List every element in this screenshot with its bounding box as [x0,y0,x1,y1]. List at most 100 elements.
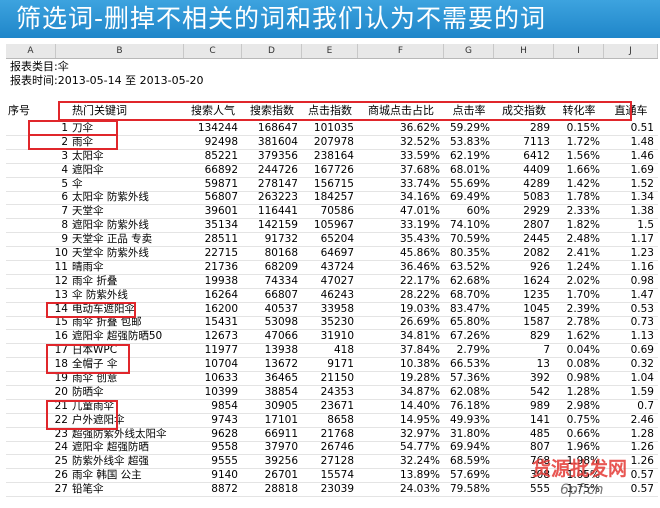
table-row[interactable]: 2 雨伞 92498 381604 207978 32.52% 53.83% 7113 1.72… [6,136,658,150]
table-cell[interactable]: 2.78% [566,316,600,329]
table-cell[interactable]: 36.62% [399,122,440,134]
table-cell[interactable]: 18 [54,358,68,371]
table-cell[interactable]: 64697 [320,247,354,260]
table-row[interactable]: 1 刀伞 134244 168647 101035 36.62% 59.29% 289 0.15… [6,122,658,136]
table-cell[interactable]: 1.59 [630,385,654,398]
table-cell[interactable]: 9558 [211,441,238,454]
table-cell[interactable]: 66911 [264,427,298,440]
table-cell[interactable]: 1 [61,122,68,134]
table-row[interactable]: 5 伞 59871 278147 156715 33.74% 55.69% 4289 1.42%… [6,178,658,192]
table-row[interactable]: 19 雨伞 创意 10633 36465 21150 19.28% 57.36% 392 0.9… [6,372,658,387]
column-letter-j[interactable]: J [604,44,658,58]
table-cell[interactable]: 39601 [204,205,238,218]
table-cell[interactable]: 36465 [264,372,298,385]
table-cell[interactable]: 2.02% [566,274,600,287]
table-cell[interactable]: 28511 [204,233,238,246]
table-cell[interactable]: 2929 [523,205,550,218]
table-cell[interactable]: 24.03% [399,483,440,496]
table-row[interactable]: 4 遮阳伞 66892 244726 167726 37.68% 68.01% 4409 1.6… [6,164,658,178]
column-letter-i[interactable]: I [554,44,604,58]
table-cell[interactable]: 1587 [523,316,550,329]
table-cell[interactable]: 33958 [320,302,354,315]
table-cell[interactable]: 7 [61,205,68,218]
table-row[interactable]: 20 防晒伞 10399 38854 24353 34.87% 62.08% 542 1.28%… [6,386,658,400]
table-cell[interactable]: 14.40% [399,399,440,412]
table-cell[interactable]: 289 [529,122,550,134]
table-cell[interactable]: 6 [61,191,68,204]
table-cell[interactable]: 85221 [204,149,238,162]
table-cell[interactable]: 1.28 [630,427,654,440]
table-cell[interactable]: 21150 [320,372,354,385]
table-cell[interactable]: 168647 [257,122,298,134]
table-cell[interactable]: 101035 [313,122,354,134]
table-cell[interactable]: 62.08% [449,385,490,398]
table-cell[interactable]: 2082 [523,247,550,260]
table-cell[interactable]: 278147 [257,177,298,190]
table-cell[interactable]: 91732 [264,233,298,246]
table-row[interactable]: 10 天堂伞 防紫外线 22715 80168 64697 45.86% 80.35% 208… [6,247,658,262]
table-cell[interactable]: 20 [54,385,68,398]
table-cell[interactable]: 16 [54,330,68,343]
table-cell[interactable]: 10704 [204,358,238,371]
keyword-cell[interactable]: 铅笔伞 [72,483,104,496]
table-cell[interactable]: 2.41% [566,247,600,260]
table-cell[interactable]: 1.70% [566,288,600,301]
table-cell[interactable]: 1.69 [630,163,654,176]
table-cell[interactable]: 80168 [264,247,298,260]
keyword-cell[interactable]: 户外遮阳伞 [72,413,125,426]
table-cell[interactable]: 10399 [204,385,238,398]
table-cell[interactable]: 34.87% [399,385,440,398]
table-cell[interactable]: 21 [54,399,68,412]
table-cell[interactable]: 244726 [257,163,298,176]
table-cell[interactable]: 25 [54,455,68,468]
table-cell[interactable]: 13672 [264,358,298,371]
table-cell[interactable]: 0.75% [566,413,600,426]
table-cell[interactable]: 59.29% [449,122,490,134]
column-letter-c[interactable]: C [184,44,242,58]
table-cell[interactable]: 74334 [264,274,298,287]
table-cell[interactable]: 1045 [523,302,550,315]
table-cell[interactable]: 68.70% [449,288,490,301]
table-cell[interactable]: 381604 [257,135,298,148]
table-cell[interactable]: 1.47 [630,288,654,301]
table-cell[interactable]: 0.98% [566,372,600,385]
table-cell[interactable]: 16200 [204,302,238,315]
table-cell[interactable]: 35.43% [399,233,440,246]
table-cell[interactable]: 47027 [320,274,354,287]
keyword-cell[interactable]: 超强防紫外线太阳伞 [72,427,167,440]
table-cell[interactable]: 308 [529,469,550,482]
table-cell[interactable]: 55.69% [449,177,490,190]
table-row[interactable]: 23 超强防紫外线太阳伞 9628 66911 21768 32.97% 31.80% 485… [6,428,658,442]
keyword-cell[interactable]: 雨伞 折叠 包邮 [72,316,142,329]
table-cell[interactable]: 0.51 [630,122,654,134]
table-cell[interactable]: 26 [54,469,68,482]
table-cell[interactable]: 26701 [264,469,298,482]
table-cell[interactable]: 60% [466,205,490,218]
table-cell[interactable]: 23039 [320,483,354,496]
table-cell[interactable]: 0.73 [630,316,654,329]
table-cell[interactable]: 768 [529,455,550,468]
table-cell[interactable]: 1.23 [630,247,654,260]
table-cell[interactable]: 10 [54,247,68,260]
table-cell[interactable]: 13 [536,358,550,371]
table-cell[interactable]: 26.69% [399,316,440,329]
table-cell[interactable]: 35230 [320,316,354,329]
table-cell[interactable]: 141 [529,413,550,426]
table-cell[interactable]: 167726 [313,163,354,176]
table-cell[interactable]: 989 [529,399,550,412]
table-cell[interactable]: 32.24% [399,455,440,468]
keyword-cell[interactable]: 电动车遮阳伞 [72,302,135,315]
table-cell[interactable]: 0.7 [637,399,654,412]
table-cell[interactable]: 2.33% [566,205,600,218]
table-cell[interactable]: 2445 [523,233,550,246]
table-cell[interactable]: 16264 [204,288,238,301]
keyword-cell[interactable]: 防晒伞 [72,385,104,398]
table-cell[interactable]: 0.98 [630,274,654,287]
table-cell[interactable]: 57.69% [449,469,490,482]
table-cell[interactable]: 66.53% [449,358,490,371]
table-cell[interactable]: 542 [529,385,550,398]
table-cell[interactable]: 15 [54,316,68,329]
table-row[interactable]: 15 雨伞 折叠 包邮 15431 53098 35230 26.69% 65.80% 158… [6,316,658,331]
table-cell[interactable]: 69.49% [449,191,490,204]
keyword-cell[interactable]: 伞 [72,177,83,190]
